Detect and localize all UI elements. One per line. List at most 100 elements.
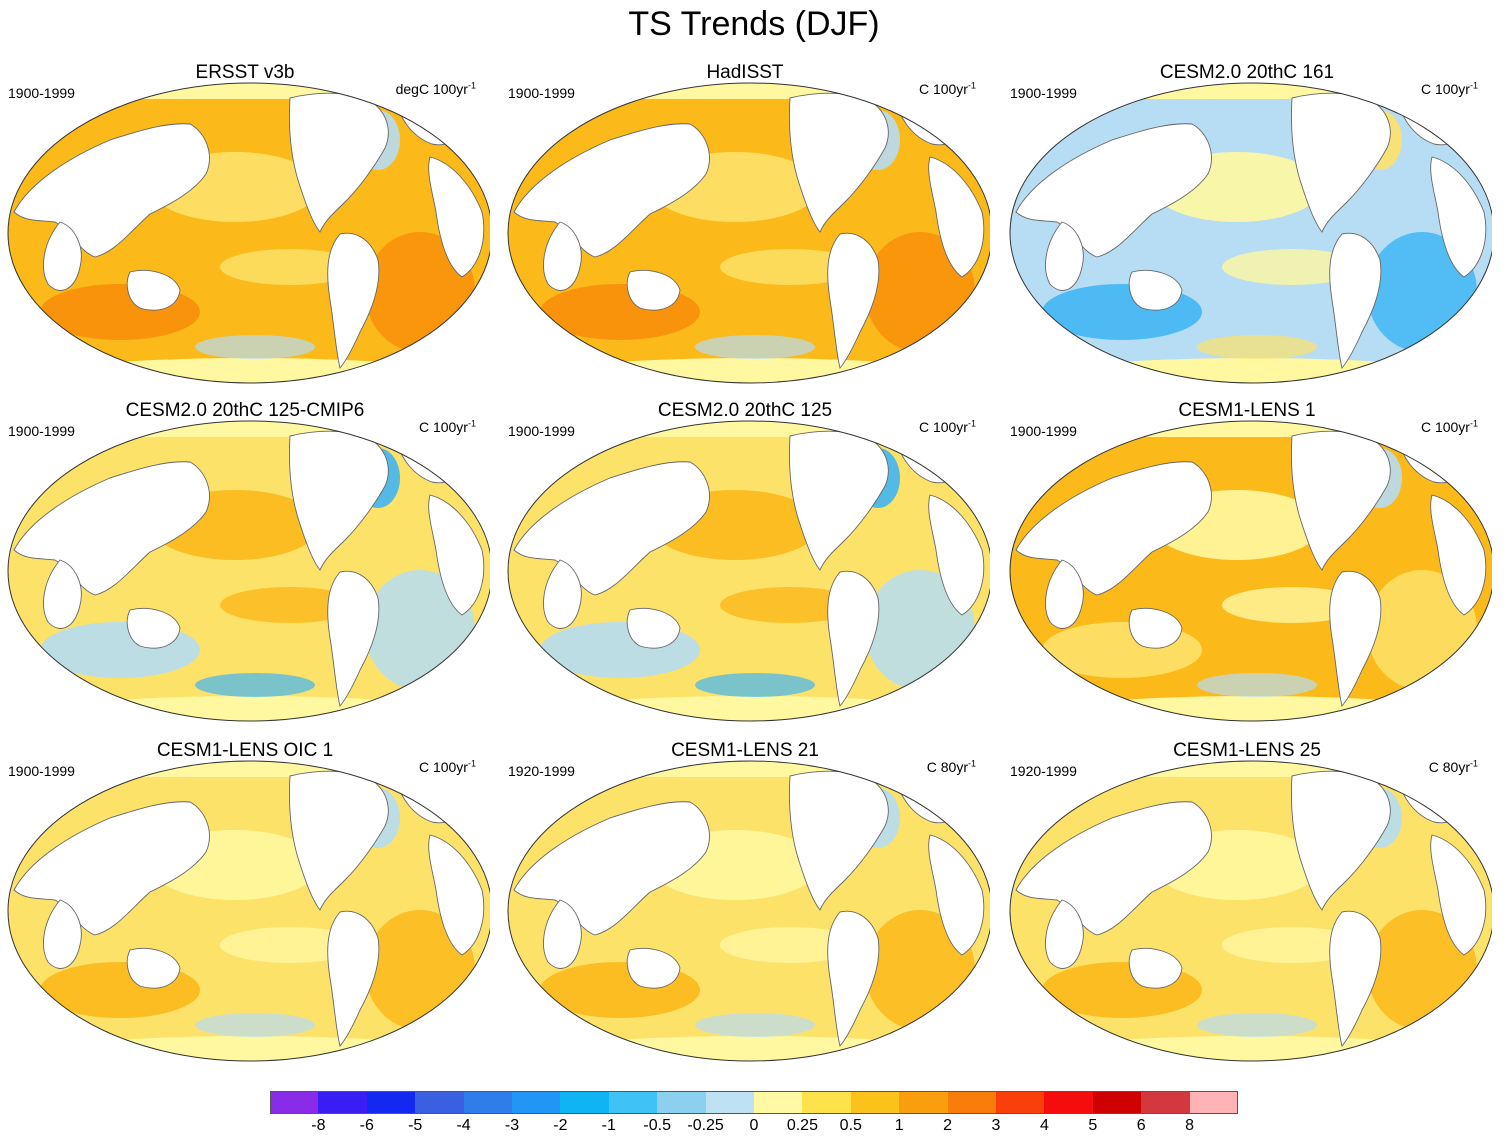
colorbar-box [754,1091,803,1114]
anomaly-blob [1222,587,1362,623]
colorbar-tick-label: -5 [408,1117,423,1134]
anomaly-blob [695,335,815,359]
world-map [507,82,990,384]
world-map [1009,760,1492,1062]
colorbar-box [463,1091,512,1114]
panel-units: C 100yr-1 [918,80,976,97]
panel-title: CESM2.0 20thC 125-CMIP6 [125,400,365,421]
world-map [1009,82,1492,384]
colorbar-box [1189,1091,1238,1114]
continent [126,608,181,649]
panel-title: ERSST v3b [195,62,295,83]
continent [43,221,82,291]
map-outline [507,420,990,722]
panel-title: CESM1-LENS 25 [1173,740,1321,761]
continent [1045,559,1084,629]
continent [543,899,582,969]
continent [543,221,582,291]
panel-period: 1900-1999 [8,423,75,439]
continent [327,232,380,369]
continent [43,899,82,969]
colorbar-box [270,1091,319,1114]
map-outline [1009,82,1492,384]
colorbar-box [415,1091,464,1114]
colorbar-box [366,1091,416,1114]
colorbar-tick-label: -0.5 [643,1117,671,1134]
map-panel: CESM1-LENS OIC 1 1900-1999 C 100yr-1 [0,740,490,1065]
colorbar-tick-label: -2 [553,1117,568,1134]
continent [1045,221,1084,291]
colorbar-box [608,1091,658,1114]
colorbar [270,1091,1238,1114]
continent [1329,232,1382,369]
colorbar-tick-label: 8 [1185,1117,1195,1134]
colorbar-box [657,1091,706,1114]
panel-period: 1900-1999 [1010,85,1077,101]
panel-period: 1920-1999 [508,763,575,779]
panel-units: C 100yr-1 [918,418,976,435]
colorbar-box [705,1091,754,1114]
continent [1128,270,1183,311]
colorbar-tick-label: -6 [359,1117,374,1134]
colorbar-box [512,1091,561,1114]
map-outline [1009,420,1492,722]
colorbar-tick-label: 0.5 [839,1117,862,1134]
map-panel: HadISST 1900-1999 C 100yr-1 [500,62,990,387]
continent [1430,156,1487,278]
continent [327,570,380,707]
anomaly-blob [220,587,360,623]
colorbar-tick-label: 1 [894,1117,904,1134]
panel-title: CESM1-LENS 21 [671,740,819,761]
continent [827,910,880,1047]
panel-period: 1900-1999 [508,85,575,101]
continent [543,559,582,629]
map-outline [7,420,490,722]
colorbar-tick-label: 3 [991,1117,1001,1134]
colorbar-box [560,1091,609,1114]
colorbar-box [802,1091,851,1114]
colorbar-box [947,1091,996,1114]
anomaly-blob [195,673,315,697]
anomaly-blob [1197,335,1317,359]
panel-units: C 80yr-1 [1428,758,1478,775]
continent [626,948,681,989]
continent [1045,899,1084,969]
anomaly-blob [1222,927,1362,963]
continent [928,834,985,956]
panel-period: 1900-1999 [8,85,75,101]
world-map [507,420,990,722]
continent [1430,834,1487,956]
colorbar-tick-label: 6 [1136,1117,1146,1134]
map-outline [7,760,490,1062]
continent [1430,494,1487,616]
anomaly-blob [720,927,860,963]
panel-units: C 100yr-1 [418,758,476,775]
world-map [7,82,490,384]
panel-units: C 100yr-1 [1420,80,1478,97]
panel-title: CESM1-LENS 1 [1178,400,1316,421]
figure-title: TS Trends (DJF) [628,5,880,43]
colorbar-box [899,1091,948,1114]
anomaly-blob [695,1013,815,1037]
colorbar-tick-label: 0 [749,1117,759,1134]
panel-units: C 80yr-1 [926,758,976,775]
colorbar-box [1141,1091,1190,1114]
colorbar-tick-label: -1 [601,1117,616,1134]
colorbar-box [850,1091,900,1114]
map-panel: ERSST v3b 1900-1999 degC 100yr-1 [0,62,490,387]
continent [1128,948,1183,989]
map-outline [507,760,990,1062]
colorbar-tick-label: -0.25 [687,1117,724,1134]
continent [827,232,880,369]
continent [126,948,181,989]
world-map [7,420,490,722]
panel-title: HadISST [706,62,784,83]
anomaly-blob [720,587,860,623]
map-panel: CESM1-LENS 21 1920-1999 C 80yr-1 [500,740,990,1065]
colorbar-tick-label: 2 [943,1117,953,1134]
map-outline [1009,760,1492,1062]
continent [928,156,985,278]
panel-units: C 100yr-1 [418,418,476,435]
continent [428,156,485,278]
continent [827,570,880,707]
